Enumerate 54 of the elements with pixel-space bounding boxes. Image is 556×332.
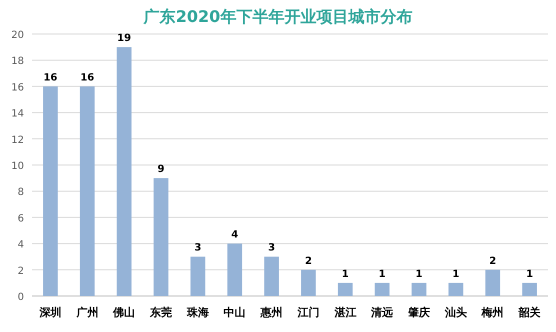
data-label: 1: [342, 268, 349, 280]
data-label: 2: [304, 256, 312, 267]
data-label: 19: [117, 33, 132, 44]
y-tick-label: 2: [18, 266, 24, 277]
bar: [448, 282, 464, 296]
data-label: 1: [416, 268, 423, 280]
data-label: 9: [158, 164, 165, 176]
bar: [43, 86, 58, 296]
y-tick-label: 6: [18, 213, 24, 224]
y-tick-label: 10: [11, 161, 24, 172]
y-tick-label: 0: [18, 292, 24, 303]
y-tick-label: 20: [11, 30, 24, 41]
x-tick-label: 梅州: [480, 306, 504, 319]
y-tick-label: 4: [18, 240, 24, 251]
x-tick-label: 中山: [224, 306, 246, 319]
bar: [227, 244, 242, 296]
x-tick-label: 汕头: [444, 306, 467, 319]
bar: [116, 47, 132, 296]
x-tick-label: 东莞: [149, 306, 172, 319]
bar: [80, 86, 95, 296]
x-tick-label: 肇庆: [407, 306, 430, 319]
x-tick-label: 韶关: [518, 306, 542, 319]
x-tick-label: 惠州: [260, 306, 283, 319]
bar: [338, 282, 353, 296]
x-tick-label: 广州: [75, 306, 98, 319]
data-label: 16: [43, 72, 58, 84]
y-tick-label: 12: [11, 134, 24, 146]
bar: [264, 256, 279, 296]
data-label: 1: [378, 268, 386, 280]
data-label: 2: [489, 256, 496, 267]
bar: [190, 256, 206, 296]
data-label: 1: [526, 268, 534, 280]
bar: [522, 282, 537, 296]
data-label: 4: [231, 230, 238, 241]
y-tick-label: 14: [11, 108, 24, 120]
y-tick-label: 16: [11, 82, 24, 94]
x-tick-label: 湛江: [333, 306, 356, 319]
data-label: 3: [194, 242, 202, 254]
bar: [154, 178, 168, 296]
bar: [301, 270, 316, 296]
y-tick-label: 8: [18, 187, 24, 198]
bar: [485, 270, 500, 296]
x-tick-label: 清远: [370, 306, 394, 319]
x-tick-label: 江门: [296, 306, 320, 319]
x-tick-label: 珠海: [186, 306, 209, 319]
bar: [374, 282, 390, 296]
data-label: 16: [80, 72, 94, 84]
y-tick-label: 18: [11, 56, 24, 68]
bar: [412, 282, 426, 296]
x-tick-label: 深圳: [38, 306, 62, 319]
x-tick-label: 佛山: [112, 306, 136, 319]
data-label: 3: [268, 242, 276, 254]
chart-title: 广东2020年下半年开业项目城市分布: [142, 7, 412, 26]
data-label: 1: [452, 268, 460, 280]
